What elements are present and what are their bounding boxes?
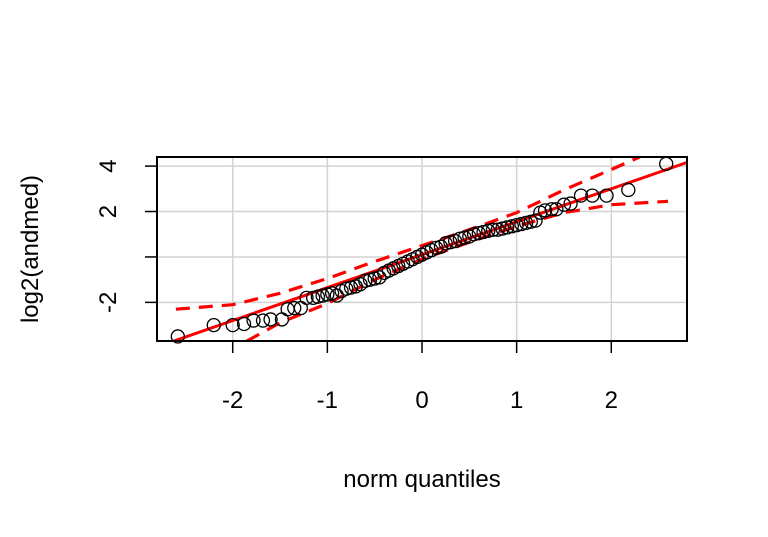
x-axis-title: norm quantiles	[343, 466, 500, 493]
envelope-lower-line	[246, 199, 669, 341]
data-point	[438, 236, 453, 251]
data-point	[329, 288, 344, 303]
data-point	[523, 214, 538, 229]
data-point	[500, 220, 515, 235]
data-point	[170, 329, 185, 344]
data-point	[599, 188, 614, 203]
y-axis: -2 2 4	[95, 159, 157, 313]
x-tick-label: 0	[415, 387, 428, 414]
data-point	[429, 240, 444, 256]
data-point	[299, 290, 314, 305]
data-point	[225, 317, 240, 333]
data-point	[353, 277, 368, 292]
data-point	[287, 300, 302, 316]
x-axis: -2 -1 0 1 2	[222, 341, 618, 414]
fit-line	[169, 160, 687, 341]
x-tick-label: -2	[222, 387, 243, 414]
data-points	[170, 156, 674, 344]
data-point	[358, 273, 373, 288]
y-tick-label: -2	[95, 292, 122, 313]
data-point	[485, 222, 501, 237]
data-point	[255, 313, 271, 328]
data-point	[514, 216, 529, 232]
data-point	[433, 239, 449, 254]
x-tick-label: 2	[605, 387, 618, 414]
data-point	[320, 287, 335, 302]
data-point	[246, 313, 261, 328]
data-point	[452, 231, 468, 246]
data-point	[549, 202, 564, 217]
data-point	[556, 197, 572, 212]
data-point	[471, 225, 486, 241]
data-point	[306, 290, 321, 305]
data-point	[476, 224, 491, 240]
data-point	[457, 230, 472, 245]
data-point	[544, 202, 559, 217]
y-axis-title: log2(andmed)	[17, 175, 44, 323]
data-point	[263, 312, 278, 327]
data-point	[443, 235, 458, 250]
data-point	[518, 215, 534, 231]
data-point	[236, 316, 252, 332]
data-point	[343, 280, 359, 295]
data-point	[621, 182, 636, 198]
data-point	[310, 289, 326, 304]
data-point	[573, 188, 589, 203]
envelope-upper-line	[175, 157, 641, 311]
data-point	[563, 196, 578, 211]
data-point	[585, 188, 600, 203]
reference-line	[169, 160, 687, 341]
data-point	[495, 221, 510, 236]
y-tick-label: 2	[95, 205, 122, 218]
data-point	[206, 317, 221, 333]
x-tick-label: -1	[317, 387, 338, 414]
data-point	[362, 272, 378, 287]
data-point	[509, 217, 524, 233]
grid	[157, 157, 687, 341]
data-point	[490, 222, 505, 237]
data-point	[372, 270, 387, 285]
data-point	[481, 223, 496, 238]
x-tick-label: 1	[510, 387, 523, 414]
y-tick-label: 4	[95, 159, 122, 172]
data-point	[504, 219, 520, 234]
data-point	[537, 203, 553, 218]
data-point	[528, 213, 543, 228]
data-point	[339, 281, 354, 296]
data-point	[466, 227, 482, 242]
data-point	[315, 288, 330, 303]
